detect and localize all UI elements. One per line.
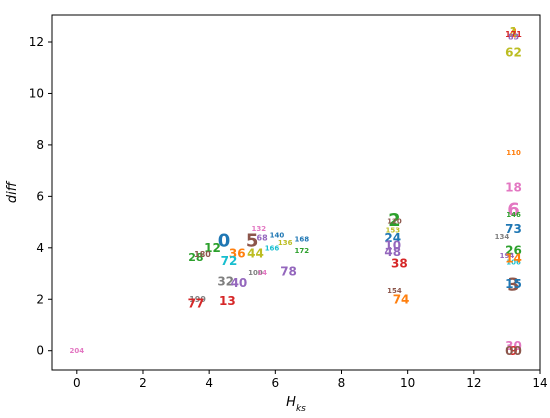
data-point-label: 180 (194, 250, 211, 259)
data-point-label: 0 (218, 231, 231, 252)
data-point-label: 120 (387, 217, 402, 225)
data-point-label: 153 (385, 226, 400, 234)
data-point-label: 15 (505, 277, 522, 291)
data-point-label: 10 (384, 239, 401, 253)
x-axis-label-subscript: ks (296, 404, 306, 414)
data-point-label: 136 (278, 239, 293, 247)
x-tick-label: 8 (338, 376, 346, 390)
data-point-label: 5 (246, 231, 259, 252)
data-point-label: 1 (509, 25, 517, 39)
data-point-label: 3 (507, 274, 520, 295)
data-point-label: 13 (219, 294, 236, 308)
data-point-label: 77 (188, 296, 205, 310)
data-point-label: 4 (509, 26, 517, 40)
data-point-label: 83 (508, 33, 519, 42)
data-point-label: 14 (505, 251, 522, 265)
data-point-label: 110 (506, 149, 521, 157)
data-point-label: 199 (189, 295, 206, 304)
data-point-label: 44 (247, 246, 264, 260)
data-point-label: 194 (500, 252, 515, 260)
x-tick-label: 4 (205, 376, 213, 390)
x-tick-label: 14 (532, 376, 547, 390)
y-tick-label: 12 (29, 35, 44, 49)
y-axis: 0 2 4 6 8 10 12 (29, 35, 52, 358)
x-tick-label: 10 (400, 376, 415, 390)
data-point-label: 28 (188, 251, 203, 264)
data-point-label: 100 (248, 269, 263, 277)
y-tick-label: 10 (29, 86, 44, 100)
data-point-label: 146 (506, 211, 521, 219)
y-axis-label: diff (5, 180, 20, 203)
data-point-label: 140 (270, 231, 285, 239)
data-point-label: 134 (495, 233, 510, 241)
data-point-label: 132 (251, 225, 266, 233)
x-axis-label: Hks (286, 395, 306, 414)
x-axis: 0 2 4 6 8 10 12 14 (73, 370, 548, 390)
data-point-label: 38 (391, 257, 408, 271)
plot-frame (51, 14, 541, 371)
y-tick-label: 6 (36, 189, 44, 203)
data-point-label: 74 (393, 293, 410, 307)
x-axis-label-main: H (286, 395, 296, 410)
data-point-label: 172 (294, 247, 309, 255)
x-tick-label: 0 (73, 376, 81, 390)
x-tick-label: 12 (466, 376, 481, 390)
data-point-label: 40 (231, 276, 248, 290)
data-point-label: 166 (265, 244, 280, 252)
data-point-label: 32 (217, 275, 234, 289)
y-tick-label: 4 (36, 241, 44, 255)
data-point-label: 106 (506, 258, 521, 266)
data-point-label: 171 (505, 30, 522, 39)
data-point-label: 72 (221, 254, 238, 268)
y-tick-label: 2 (36, 292, 44, 306)
data-point-label: 168 (294, 235, 309, 243)
data-point-label: 78 (280, 264, 297, 278)
data-point-label: 26 (505, 244, 522, 258)
y-tick-label: 8 (36, 138, 44, 152)
data-point-label: 14 (257, 269, 267, 277)
data-point-label: 2 (388, 210, 401, 231)
data-point-label: 73 (505, 222, 522, 236)
data-point-label: 18 (505, 181, 522, 195)
data-point-label: 00 (505, 344, 522, 358)
data-point-label: 68 (257, 233, 269, 242)
data-point-label: 12 (204, 241, 221, 255)
data-point-label: 24 (384, 231, 401, 245)
x-tick-label: 6 (272, 376, 280, 390)
data-point-label: 154 (387, 287, 402, 295)
data-point-label: 6 (507, 200, 520, 221)
data-point-label: 36 (229, 246, 246, 260)
y-tick-label: 0 (36, 344, 44, 358)
x-tick-label: 2 (139, 376, 147, 390)
data-point-label: 30 (505, 339, 522, 353)
data-point-label: 62 (505, 46, 522, 60)
data-point-label: 204 (70, 347, 85, 355)
data-point-label: 48 (384, 245, 401, 259)
data-point-label: 9 (509, 344, 517, 358)
